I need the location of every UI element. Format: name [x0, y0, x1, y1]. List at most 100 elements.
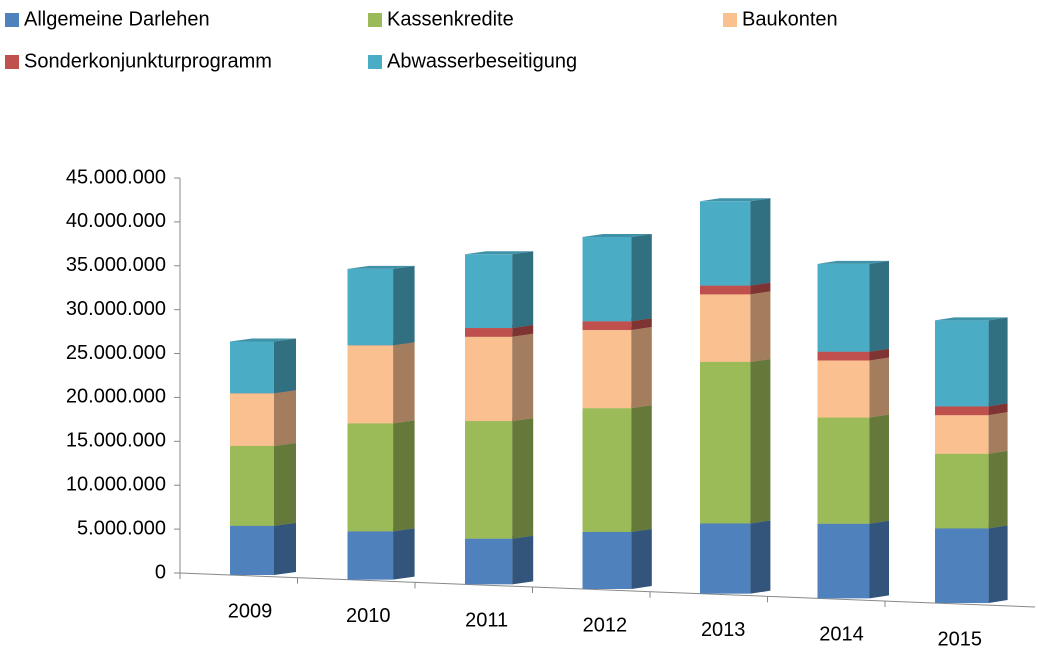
bar-segment: [465, 328, 513, 337]
bar-side: [750, 358, 771, 524]
bar-side: [512, 535, 534, 585]
bar-segment: [935, 406, 989, 416]
bar-segment: [230, 393, 274, 446]
bar-top: [935, 317, 1008, 321]
legend-swatch: [368, 13, 382, 27]
y-tick-label: 45.000.000: [66, 166, 166, 188]
bar-segment: [700, 201, 751, 286]
bar-segment: [347, 345, 394, 424]
y-tick-label: 25.000.000: [66, 342, 166, 364]
bar-segment: [817, 523, 870, 599]
legend-swatch: [368, 55, 382, 69]
legend-label: Allgemeine Darlehen: [24, 8, 210, 30]
bar-side: [274, 442, 296, 526]
bar-segment: [700, 361, 751, 524]
bar-segment: [817, 263, 870, 352]
x-tick-label: 2009: [228, 600, 273, 622]
bar-side: [988, 317, 1008, 407]
x-tick-label: 2011: [465, 610, 508, 632]
bar-side: [750, 520, 771, 594]
bar-side: [869, 414, 889, 524]
bar-segment: [582, 531, 632, 590]
bar-side: [988, 525, 1008, 604]
bar-side: [869, 348, 889, 361]
bar-segment: [700, 294, 751, 362]
x-tick-label: 2015: [938, 628, 983, 649]
bar-segment: [230, 525, 274, 575]
bar-side: [631, 318, 652, 331]
bar-side: [869, 357, 889, 418]
legend-label: Abwasserbeseitigung: [387, 50, 577, 72]
bar-segment: [582, 408, 632, 532]
bar-side: [750, 198, 771, 286]
bar-side: [512, 251, 534, 329]
bar-segment: [347, 531, 394, 580]
y-tick-label: 35.000.000: [66, 254, 166, 276]
bar-side: [631, 327, 652, 409]
legend-label: Sonderkonjunkturprogramm: [24, 50, 272, 72]
bar-side: [393, 265, 415, 346]
x-tick-label: 2010: [346, 605, 391, 627]
y-tick-label: 15.000.000: [66, 430, 166, 452]
x-tick-label: 2013: [701, 619, 746, 641]
bar-side: [631, 528, 652, 590]
bar-side: [512, 418, 534, 539]
bar-top: [465, 251, 534, 255]
bar-side: [988, 412, 1008, 454]
bar-top: [347, 265, 415, 269]
y-tick-label: 0: [155, 561, 166, 583]
bar-side: [393, 420, 415, 532]
bar-side: [988, 403, 1008, 416]
bar-side: [631, 234, 652, 322]
bar-side: [274, 522, 296, 575]
y-tick-label: 40.000.000: [66, 210, 166, 232]
bar-segment: [935, 320, 989, 407]
bar-segment: [465, 538, 513, 585]
bar-side: [869, 260, 889, 352]
bar-top: [817, 260, 889, 264]
legend-swatch: [5, 13, 19, 27]
bar-side: [512, 333, 534, 422]
bar-segment: [230, 445, 274, 526]
bar-side: [274, 390, 296, 446]
legend-label: Kassenkredite: [387, 8, 514, 30]
x-tick-label: 2012: [583, 614, 628, 636]
bar-segment: [465, 254, 513, 329]
bar-segment: [817, 360, 870, 418]
legend-swatch: [5, 55, 19, 69]
bar-segment: [465, 421, 513, 539]
bar-segment: [700, 285, 751, 295]
legend-swatch: [723, 13, 737, 27]
bar-segment: [817, 417, 870, 524]
bar-side: [512, 325, 534, 337]
bar-top: [230, 338, 296, 342]
bar-side: [393, 342, 415, 424]
bar-segment: [582, 330, 632, 409]
bar-side: [274, 338, 296, 394]
bar-segment: [347, 423, 394, 532]
bar-side: [750, 282, 771, 295]
bar-side: [393, 528, 415, 580]
bar-side: [750, 291, 771, 362]
bar-top: [700, 198, 771, 202]
bar-segment: [935, 415, 989, 454]
x-tick-label: 2014: [819, 624, 864, 646]
bar-segment: [935, 528, 989, 604]
bar-segment: [582, 237, 632, 322]
x-axis: [179, 572, 1036, 608]
bar-top: [582, 234, 652, 238]
y-tick-label: 10.000.000: [66, 474, 166, 496]
y-tick-label: 30.000.000: [66, 298, 166, 320]
bar-side: [869, 520, 889, 599]
bar-segment: [230, 341, 274, 394]
bar-segment: [935, 453, 989, 529]
y-tick-label: 20.000.000: [66, 386, 166, 408]
bar-segment: [347, 268, 394, 346]
bar-side: [988, 450, 1008, 529]
bar-segment: [700, 523, 751, 594]
bar-segment: [582, 321, 632, 331]
bar-segment: [817, 351, 870, 361]
y-tick-label: 5.000.000: [77, 517, 166, 539]
legend-label: Baukonten: [742, 8, 838, 30]
